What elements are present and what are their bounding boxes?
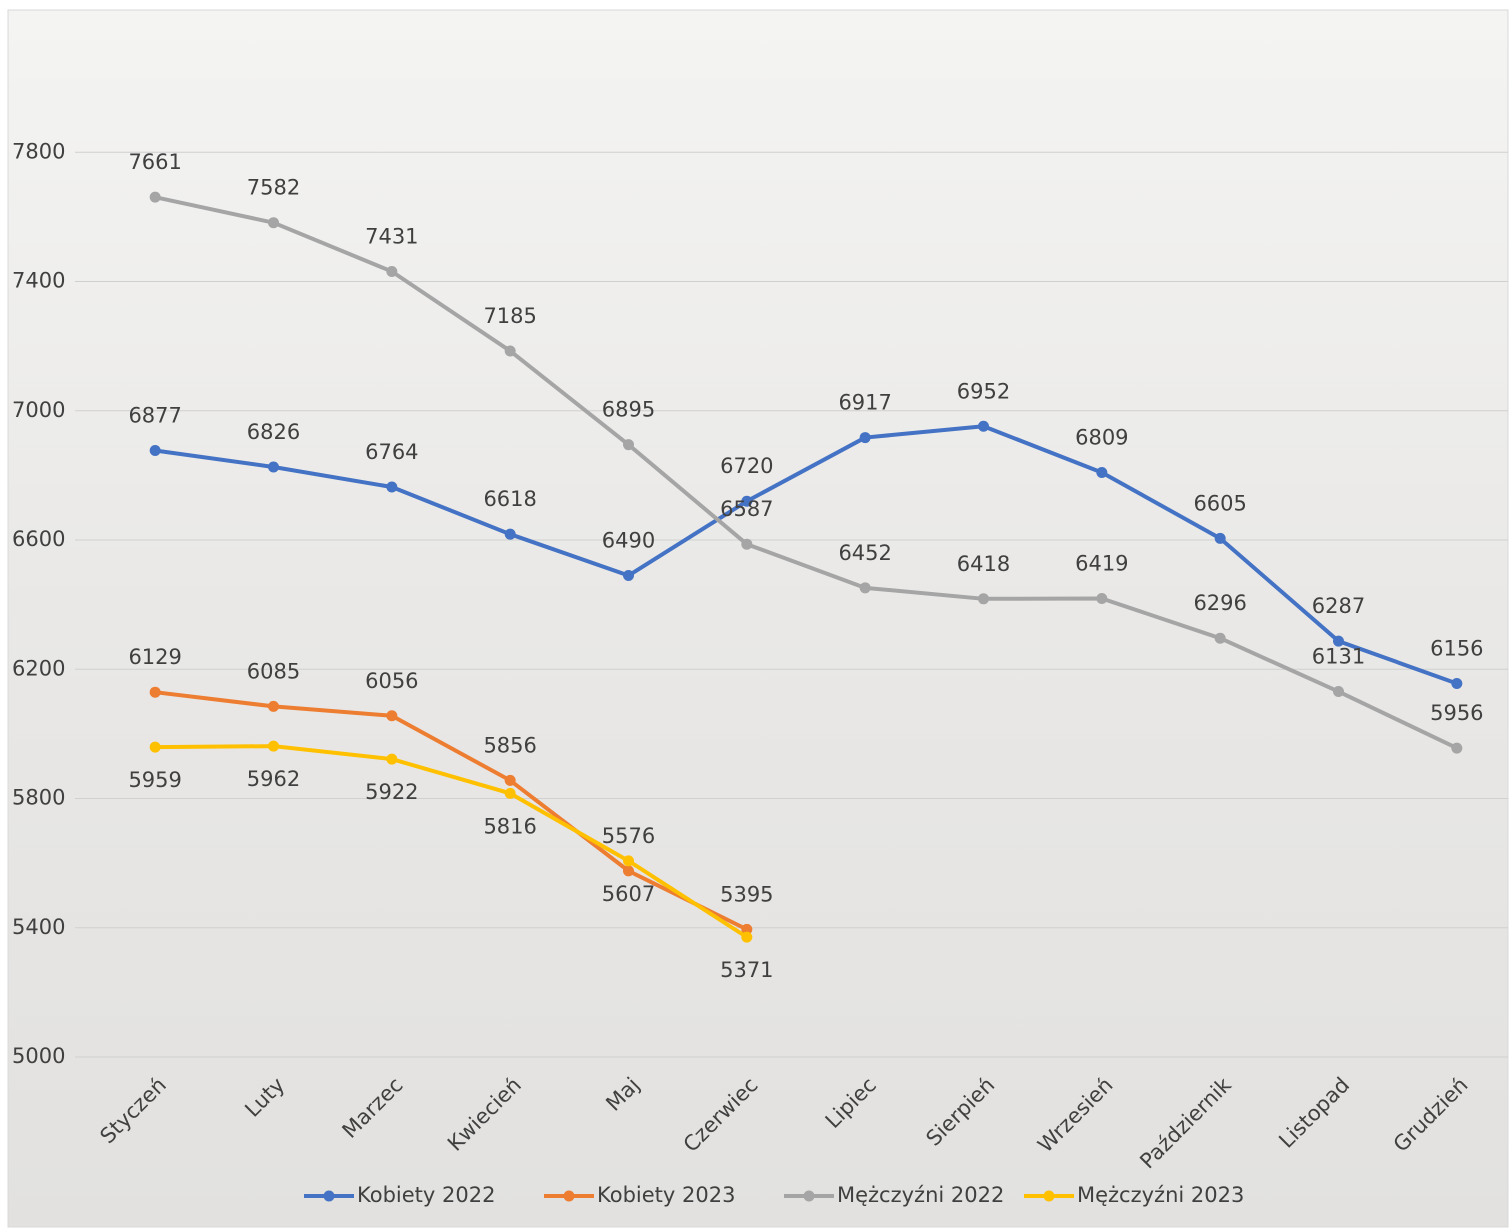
data-point (623, 855, 634, 867)
data-label: 6764 (365, 440, 418, 464)
data-point (978, 420, 989, 432)
data-point (386, 753, 398, 765)
data-label: 6720 (720, 454, 773, 478)
series-line (155, 744, 748, 939)
data-point (978, 593, 989, 605)
data-label: 6156 (1430, 636, 1483, 660)
data-label: 6418 (957, 552, 1010, 576)
legend-item: Mężczyźni 2022 (784, 1183, 1004, 1207)
data-point (1096, 466, 1108, 478)
data-point (1451, 742, 1463, 754)
data-label: 6618 (483, 487, 536, 511)
data-label: 5816 (483, 814, 536, 838)
data-point (1096, 592, 1108, 604)
data-point (149, 444, 161, 456)
legend-label: Mężczyźni 2022 (837, 1183, 1004, 1207)
data-point (1214, 632, 1226, 644)
data-label: 5959 (128, 768, 181, 792)
legend-item: Kobiety 2023 (544, 1183, 735, 1207)
data-label: 6917 (838, 391, 891, 415)
data-point (268, 217, 279, 229)
y-tick-label: 5400 (12, 915, 65, 939)
data-point (859, 432, 871, 444)
data-point (268, 700, 279, 712)
plot-background (7, 9, 1509, 1228)
data-point (504, 774, 516, 786)
data-label: 7661 (128, 150, 181, 174)
data-label: 6056 (365, 669, 418, 693)
data-label: 7431 (365, 224, 418, 248)
data-label: 6085 (247, 659, 300, 683)
data-point (1214, 532, 1226, 544)
data-point (268, 740, 279, 752)
data-point (741, 495, 753, 507)
data-label: 6895 (602, 398, 655, 422)
data-label: 5576 (602, 824, 655, 848)
data-label: 5956 (1430, 701, 1483, 725)
data-label: 6287 (1312, 594, 1365, 618)
data-point (386, 265, 398, 277)
data-label: 6826 (247, 420, 300, 444)
legend-item: Mężczyźni 2023 (1024, 1183, 1244, 1207)
legend-label: Kobiety 2023 (597, 1183, 735, 1207)
data-label: 5856 (483, 733, 536, 757)
data-label: 5962 (247, 767, 300, 791)
data-label: 6452 (838, 541, 891, 565)
y-tick-label: 7400 (12, 269, 65, 293)
data-point (623, 570, 634, 582)
data-point (741, 923, 753, 935)
data-label: 6296 (1193, 591, 1246, 615)
legend-item: Kobiety 2022 (304, 1183, 495, 1207)
legend-label: Kobiety 2022 (357, 1183, 495, 1207)
data-point (1333, 635, 1344, 647)
y-tick-label: 6600 (12, 527, 65, 551)
legend-swatch-marker (323, 1190, 335, 1202)
y-tick-label: 5800 (12, 786, 65, 810)
legend-label: Mężczyźni 2023 (1077, 1183, 1244, 1207)
y-tick-label: 7800 (12, 139, 65, 163)
data-label: 6490 (602, 529, 655, 553)
data-label: 6605 (1193, 491, 1246, 515)
series-line (154, 424, 1458, 686)
data-point (1333, 686, 1344, 698)
data-label: 5371 (720, 958, 773, 982)
data-point (859, 582, 871, 594)
data-label: 5395 (720, 882, 773, 906)
data-label: 6952 (957, 379, 1010, 403)
data-point (268, 461, 279, 473)
data-label: 5922 (365, 780, 418, 804)
data-label: 6587 (720, 497, 773, 521)
legend-swatch-marker (563, 1190, 575, 1202)
series-line (154, 690, 748, 932)
data-label: 6419 (1075, 551, 1128, 575)
data-label: 7185 (483, 304, 536, 328)
data-point (623, 865, 634, 877)
data-point (386, 710, 398, 722)
data-label: 5607 (602, 882, 655, 906)
series-line (154, 195, 1458, 750)
legend-swatch-marker (1043, 1190, 1055, 1202)
data-point (149, 191, 161, 203)
data-label: 6877 (128, 403, 181, 427)
data-point (741, 931, 753, 943)
data-label: 6129 (128, 645, 181, 669)
data-point (623, 439, 634, 451)
data-point (1451, 677, 1463, 689)
data-point (386, 481, 398, 493)
data-point (504, 345, 516, 357)
data-point (504, 787, 516, 799)
data-point (741, 538, 753, 550)
legend-swatch-marker (803, 1190, 815, 1202)
y-tick-label: 6200 (12, 656, 65, 680)
data-point (149, 741, 161, 753)
y-tick-label: 5000 (12, 1044, 65, 1068)
data-point (149, 686, 161, 698)
y-tick-label: 7000 (12, 398, 65, 422)
data-label: 6809 (1075, 425, 1128, 449)
data-point (504, 528, 516, 540)
data-label: 6131 (1312, 645, 1365, 669)
data-label: 7582 (247, 176, 300, 200)
